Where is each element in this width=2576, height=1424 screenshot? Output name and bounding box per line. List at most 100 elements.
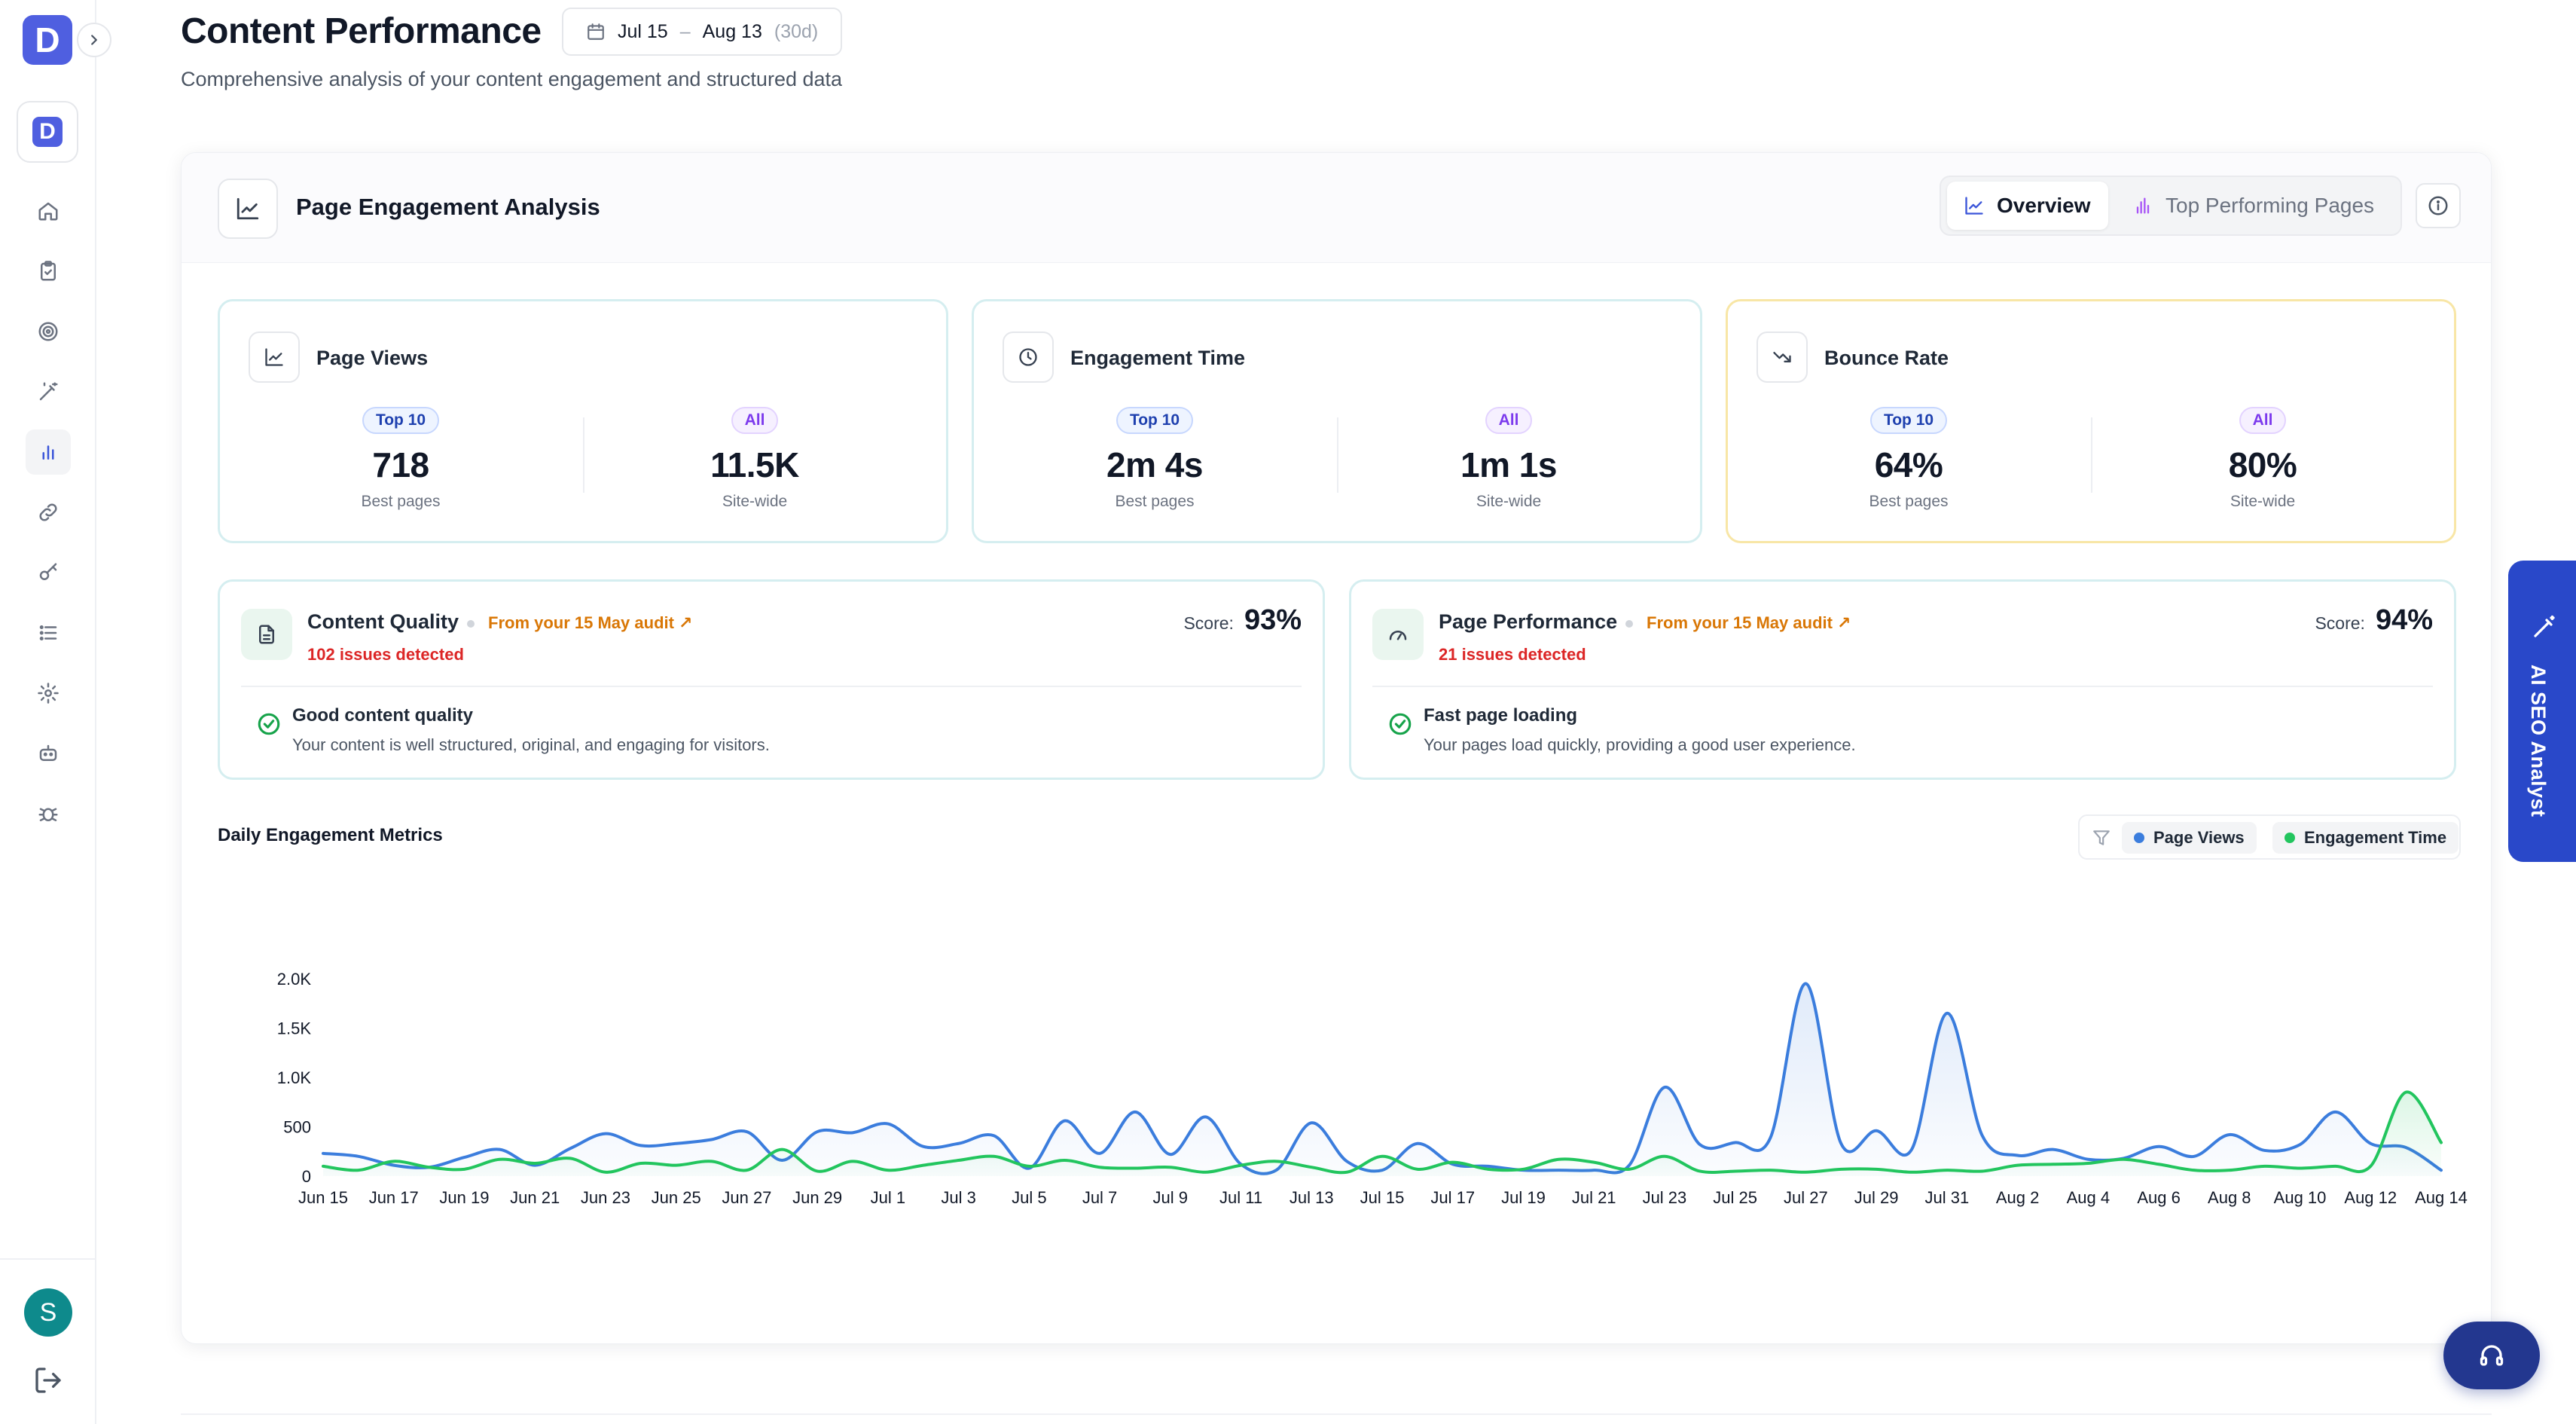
x-tick-label: Jul 3 (941, 1188, 975, 1207)
x-tick-label: Jun 29 (792, 1188, 842, 1207)
line-chart-icon (1965, 197, 1983, 215)
audit-score: Score: 93% (1183, 604, 1302, 637)
metric-sub: Best pages (361, 493, 441, 510)
engagement-card: Page Engagement Analysis Overview Top Pe… (181, 152, 2492, 1344)
tab-top-pages[interactable]: Top Performing Pages (2116, 182, 2391, 230)
y-tick-label: 1.5K (277, 1019, 312, 1038)
audit-score: Score: 94% (2315, 604, 2433, 637)
tab-overview[interactable]: Overview (1947, 182, 2108, 230)
audit-status-description: Your pages load quickly, providing a goo… (1424, 735, 1856, 754)
legend-label: Page Views (2153, 828, 2245, 847)
metric-value: 718 (372, 445, 429, 484)
nav-tracking[interactable] (26, 309, 71, 354)
list-icon (39, 625, 57, 640)
audit-source-link[interactable]: From your 15 May audit ↗ (1647, 613, 1851, 632)
metric-divider (1337, 417, 1338, 493)
x-tick-label: Jul 5 (1012, 1188, 1046, 1207)
metric-sub: Site-wide (722, 493, 788, 510)
nav-audit[interactable] (26, 249, 71, 294)
bar-chart-icon (2136, 197, 2150, 214)
chart-legend: Page Views Engagement Time (2078, 814, 2461, 860)
metric-top10: Top 10 64% Best pages (1728, 407, 2089, 511)
headset-icon (2480, 1345, 2504, 1366)
nav-ai-tools[interactable] (26, 369, 71, 414)
nav-settings[interactable] (26, 671, 71, 716)
audit-status-title: Good content quality (292, 705, 473, 726)
user-avatar[interactable]: S (24, 1288, 72, 1337)
nav-home[interactable] (26, 188, 71, 234)
filter-icon[interactable] (2092, 828, 2111, 848)
x-tick-label: Jul 11 (1219, 1188, 1262, 1207)
audit-source-link[interactable]: From your 15 May audit ↗ (488, 613, 693, 632)
x-tick-label: Jul 1 (871, 1188, 905, 1207)
brand-logo[interactable]: D (23, 15, 72, 65)
x-tick-label: Jul 21 (1572, 1188, 1616, 1207)
legend-engagement-time[interactable]: Engagement Time (2272, 822, 2459, 854)
date-days: (30d) (774, 20, 819, 42)
nav-crawler[interactable] (26, 791, 71, 836)
target-icon (38, 322, 58, 341)
card-title: Page Engagement Analysis (296, 194, 600, 220)
line-chart-icon (265, 348, 283, 366)
x-tick-label: Aug 12 (2344, 1188, 2397, 1207)
metric-card-engagement-time: Engagement Time Top 10 2m 4s Best pages … (972, 299, 1702, 543)
audit-icon (241, 609, 292, 660)
view-tabs: Overview Top Performing Pages (1940, 176, 2402, 236)
info-button[interactable] (2416, 183, 2461, 228)
bug-icon (38, 808, 58, 821)
ai-seo-analyst-tab[interactable]: AI SEO Analyst (2508, 561, 2576, 862)
series-line-page-views (322, 982, 2443, 1175)
badge-top10: Top 10 (362, 407, 440, 434)
metric-sub: Best pages (1869, 493, 1949, 510)
support-button[interactable] (2443, 1322, 2540, 1389)
x-tick-label: Jun 19 (439, 1188, 489, 1207)
score-value: 94% (2375, 604, 2433, 636)
x-tick-label: Jul 15 (1360, 1188, 1405, 1207)
x-tick-label: Jun 27 (722, 1188, 771, 1207)
audit-title: Content Quality (307, 610, 459, 633)
nav-list[interactable] (26, 610, 71, 655)
line-chart-icon (237, 197, 259, 220)
date-range-picker[interactable]: Jul 15 – Aug 13 (30d) (562, 8, 843, 56)
metric-divider (583, 417, 584, 493)
sidebar-collapse-button[interactable] (77, 23, 111, 57)
check-circle-icon (1389, 713, 1412, 735)
x-tick-label: Aug 4 (2067, 1188, 2111, 1207)
x-tick-label: Jun 15 (298, 1188, 348, 1207)
card-header-icon (218, 179, 278, 239)
audit-icon (1372, 609, 1424, 660)
metric-value: 2m 4s (1106, 445, 1203, 484)
series-area-engagement-time (323, 1092, 2441, 1176)
dot-separator (1625, 620, 1633, 628)
badge-top10: Top 10 (1116, 407, 1194, 434)
dot-separator (467, 620, 475, 628)
ai-tab-label: AI SEO Analyst (2527, 665, 2550, 817)
badge-top10: Top 10 (1869, 407, 1948, 434)
x-tick-label: Jul 9 (1153, 1188, 1188, 1207)
nav-keywords[interactable] (26, 550, 71, 595)
nav-content-performance[interactable] (26, 429, 71, 475)
series-area-page-views (323, 983, 2441, 1176)
x-tick-label: Jun 25 (652, 1188, 701, 1207)
x-tick-label: Jul 19 (1501, 1188, 1546, 1207)
metric-all: All 1m 1s Site-wide (1328, 407, 1689, 511)
nav-bot[interactable] (26, 731, 71, 776)
metric-icon (1757, 332, 1808, 383)
nav-links[interactable] (26, 490, 71, 535)
legend-page-views[interactable]: Page Views (2122, 822, 2257, 854)
x-tick-label: Jul 7 (1082, 1188, 1117, 1207)
metric-all: All 11.5K Site-wide (574, 407, 935, 511)
x-tick-label: Jun 23 (581, 1188, 630, 1207)
logout-icon[interactable] (33, 1365, 63, 1395)
workspace-switcher[interactable]: D (17, 101, 78, 163)
metric-title: Bounce Rate (1824, 347, 1949, 369)
audit-card-content-quality: Content Quality From your 15 May audit ↗… (218, 579, 1325, 780)
y-tick-label: 0 (302, 1167, 311, 1186)
legend-dot (2134, 833, 2144, 843)
engagement-chart: 0 500 1.0K 1.5K 2.0K Jun 15 Jun 17 Jun 19 Jun 21… (277, 970, 2468, 1207)
y-tick-label: 2.0K (277, 970, 312, 989)
badge-all: All (731, 407, 779, 434)
chart-title: Daily Engagement Metrics (218, 825, 443, 845)
x-tick-label: Jul 29 (1854, 1188, 1899, 1207)
